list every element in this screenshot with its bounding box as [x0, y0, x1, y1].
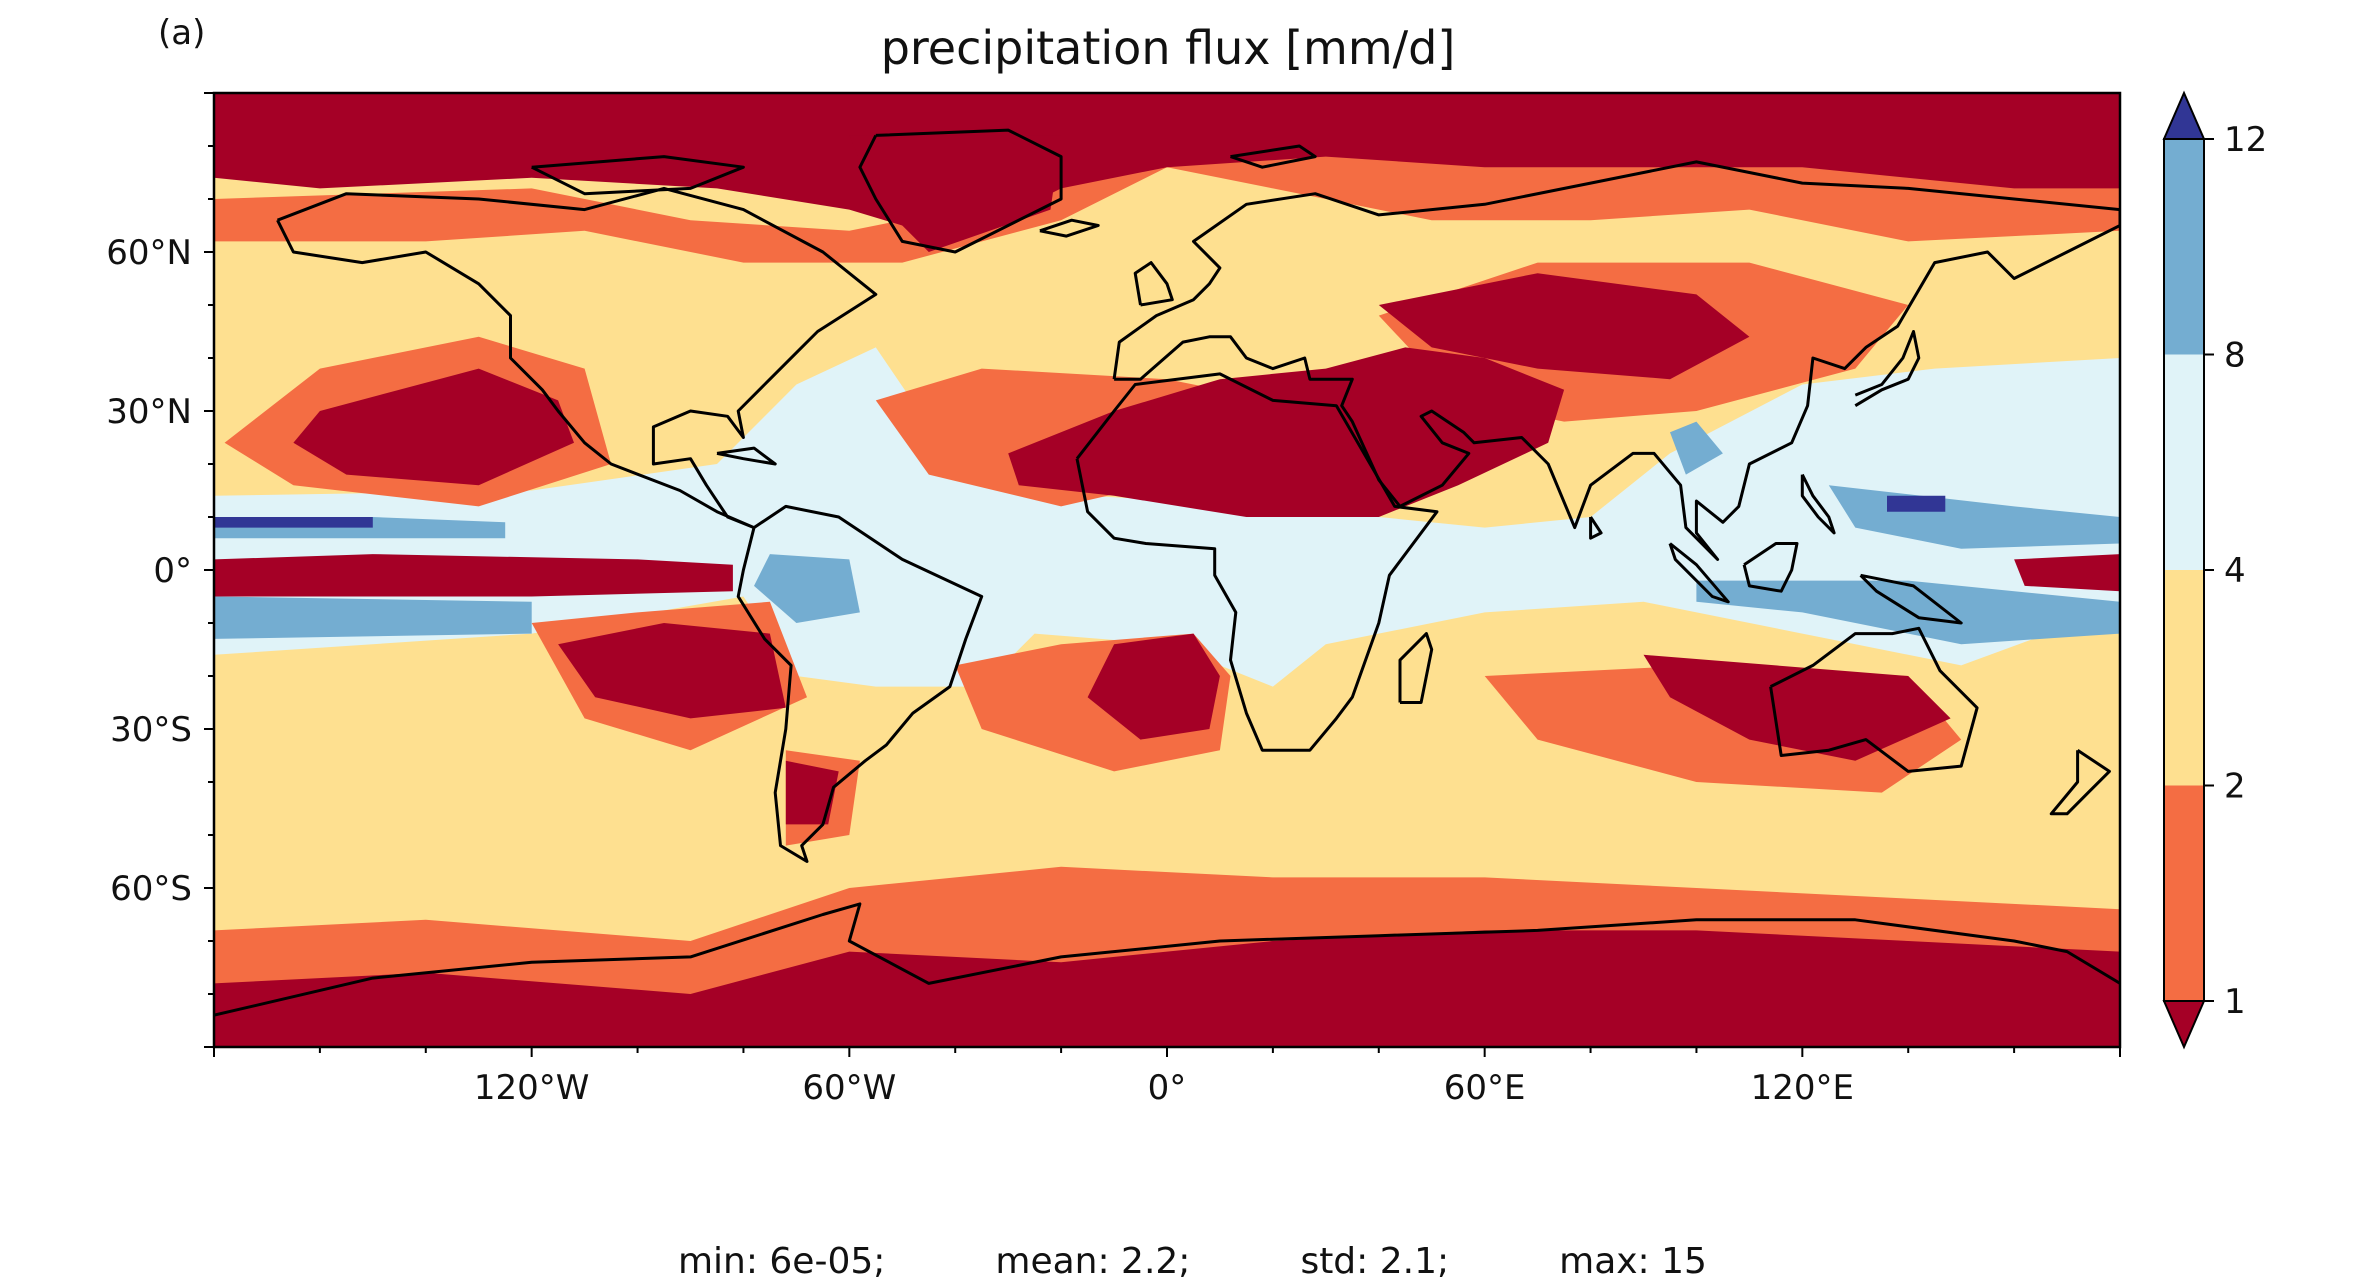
lat-tick-label: 60°S: [110, 869, 192, 909]
statistics-line: min: 6e-05; mean: 2.2; std: 2.1; max: 15: [0, 1200, 2362, 1282]
coast-japan: [1854, 330, 1921, 407]
band-8-12-india: [1670, 421, 1723, 475]
coast-greenland: [858, 128, 1063, 254]
band-lt1-w-pacific-eq: [2014, 554, 2120, 592]
band-lt1-ne-pacific: [293, 368, 574, 486]
lat-tick-label: 0°: [153, 551, 192, 591]
band-lt1-sahara: [1008, 347, 1565, 517]
panel-label: (a): [158, 13, 205, 53]
coastlines: [214, 128, 2120, 1017]
coast-madagascar: [1398, 632, 1434, 704]
coast-eurasia: [1112, 160, 2120, 561]
lon-tick-label: 60°W: [802, 1068, 896, 1108]
colorbar-segment-2-4: [2164, 570, 2204, 786]
coast-south-america: [736, 504, 984, 863]
band-lt1-se-pacific: [558, 623, 786, 719]
band-lt1-antarctica: [214, 930, 2120, 1047]
band-lt1-central-asia: [1378, 273, 1750, 380]
colorbar-tick-label: 1: [2224, 982, 2246, 1022]
colorbar-tick-label: 12: [2224, 120, 2267, 160]
coast-sri-lanka: [1589, 516, 1603, 540]
stat-mean: mean: 2.2;: [995, 1241, 1191, 1282]
coast-borneo: [1742, 542, 1799, 593]
band-lt1-greenland: [849, 135, 1062, 252]
lon-tick-label: 0°: [1148, 1068, 1187, 1108]
coast-arctic-islands: [531, 155, 745, 196]
coast-sumatra: [1668, 542, 1730, 604]
stat-max: max: 15: [1559, 1241, 1707, 1282]
lon-tick-label: 120°E: [1751, 1068, 1854, 1108]
precipitation-fields: [214, 93, 2120, 1047]
band-lt1-arctic: [214, 93, 2120, 242]
lat-tick-label: 30°S: [110, 710, 192, 750]
precipitation-map: [214, 93, 2120, 1047]
coast-great-britain: [1133, 261, 1174, 307]
band-8-12-amazon: [754, 554, 860, 623]
band-8-12-pacific-south: [214, 596, 532, 639]
band-lt1-indian-aus: [1643, 654, 1951, 761]
coast-africa: [1075, 372, 1439, 752]
colorbar-segment-8-12: [2164, 139, 2204, 355]
band-4-8-tropics: [214, 347, 2120, 687]
colorbar-extend-min: [2162, 1000, 2206, 1050]
lon-tick-label: 120°W: [474, 1068, 590, 1108]
colorbar-segment-1-2: [2164, 785, 2204, 1001]
coast-north-america: [276, 186, 878, 530]
lat-tick-label: 60°N: [106, 233, 192, 273]
coast-new-guinea: [1859, 573, 1963, 625]
colorbar-tick-label: 4: [2224, 551, 2246, 591]
map-title: precipitation flux [mm/d]: [881, 21, 1456, 75]
coast-new-zealand: [2049, 748, 2111, 816]
colorbar-tick-label: 2: [2224, 767, 2246, 807]
stat-min: min: 6e-05;: [677, 1241, 886, 1282]
colorbar-segment-4-8: [2164, 354, 2204, 570]
longitude-axis: 120°W 60°W 0° 60°E 120°E: [213, 1047, 2121, 1108]
lat-tick-label: 30°N: [106, 392, 192, 432]
coast-antarctica: [214, 902, 2120, 1017]
band-lt1-east-pacific-eq: [214, 554, 733, 597]
band-gt12-phil: [1887, 495, 1946, 512]
band-lt1-s-atlantic: [1087, 633, 1220, 740]
colorbar-tick-label: 8: [2224, 336, 2246, 376]
coast-iceland: [1039, 218, 1100, 238]
coast-svalbard: [1230, 144, 1317, 169]
colorbar-extend-max: [2162, 90, 2206, 140]
coast-australia: [1769, 626, 1979, 773]
stat-std: std: 2.1;: [1300, 1241, 1450, 1282]
coast-philippines: [1800, 473, 1836, 535]
band-lt1-patagonia: [785, 760, 839, 825]
lon-tick-label: 60°E: [1444, 1068, 1526, 1108]
latitude-axis: 60°N 30°N 0° 30°S 60°S: [106, 92, 214, 1048]
band-gt12-pacific: [214, 517, 373, 528]
coast-cuba: [716, 446, 777, 466]
